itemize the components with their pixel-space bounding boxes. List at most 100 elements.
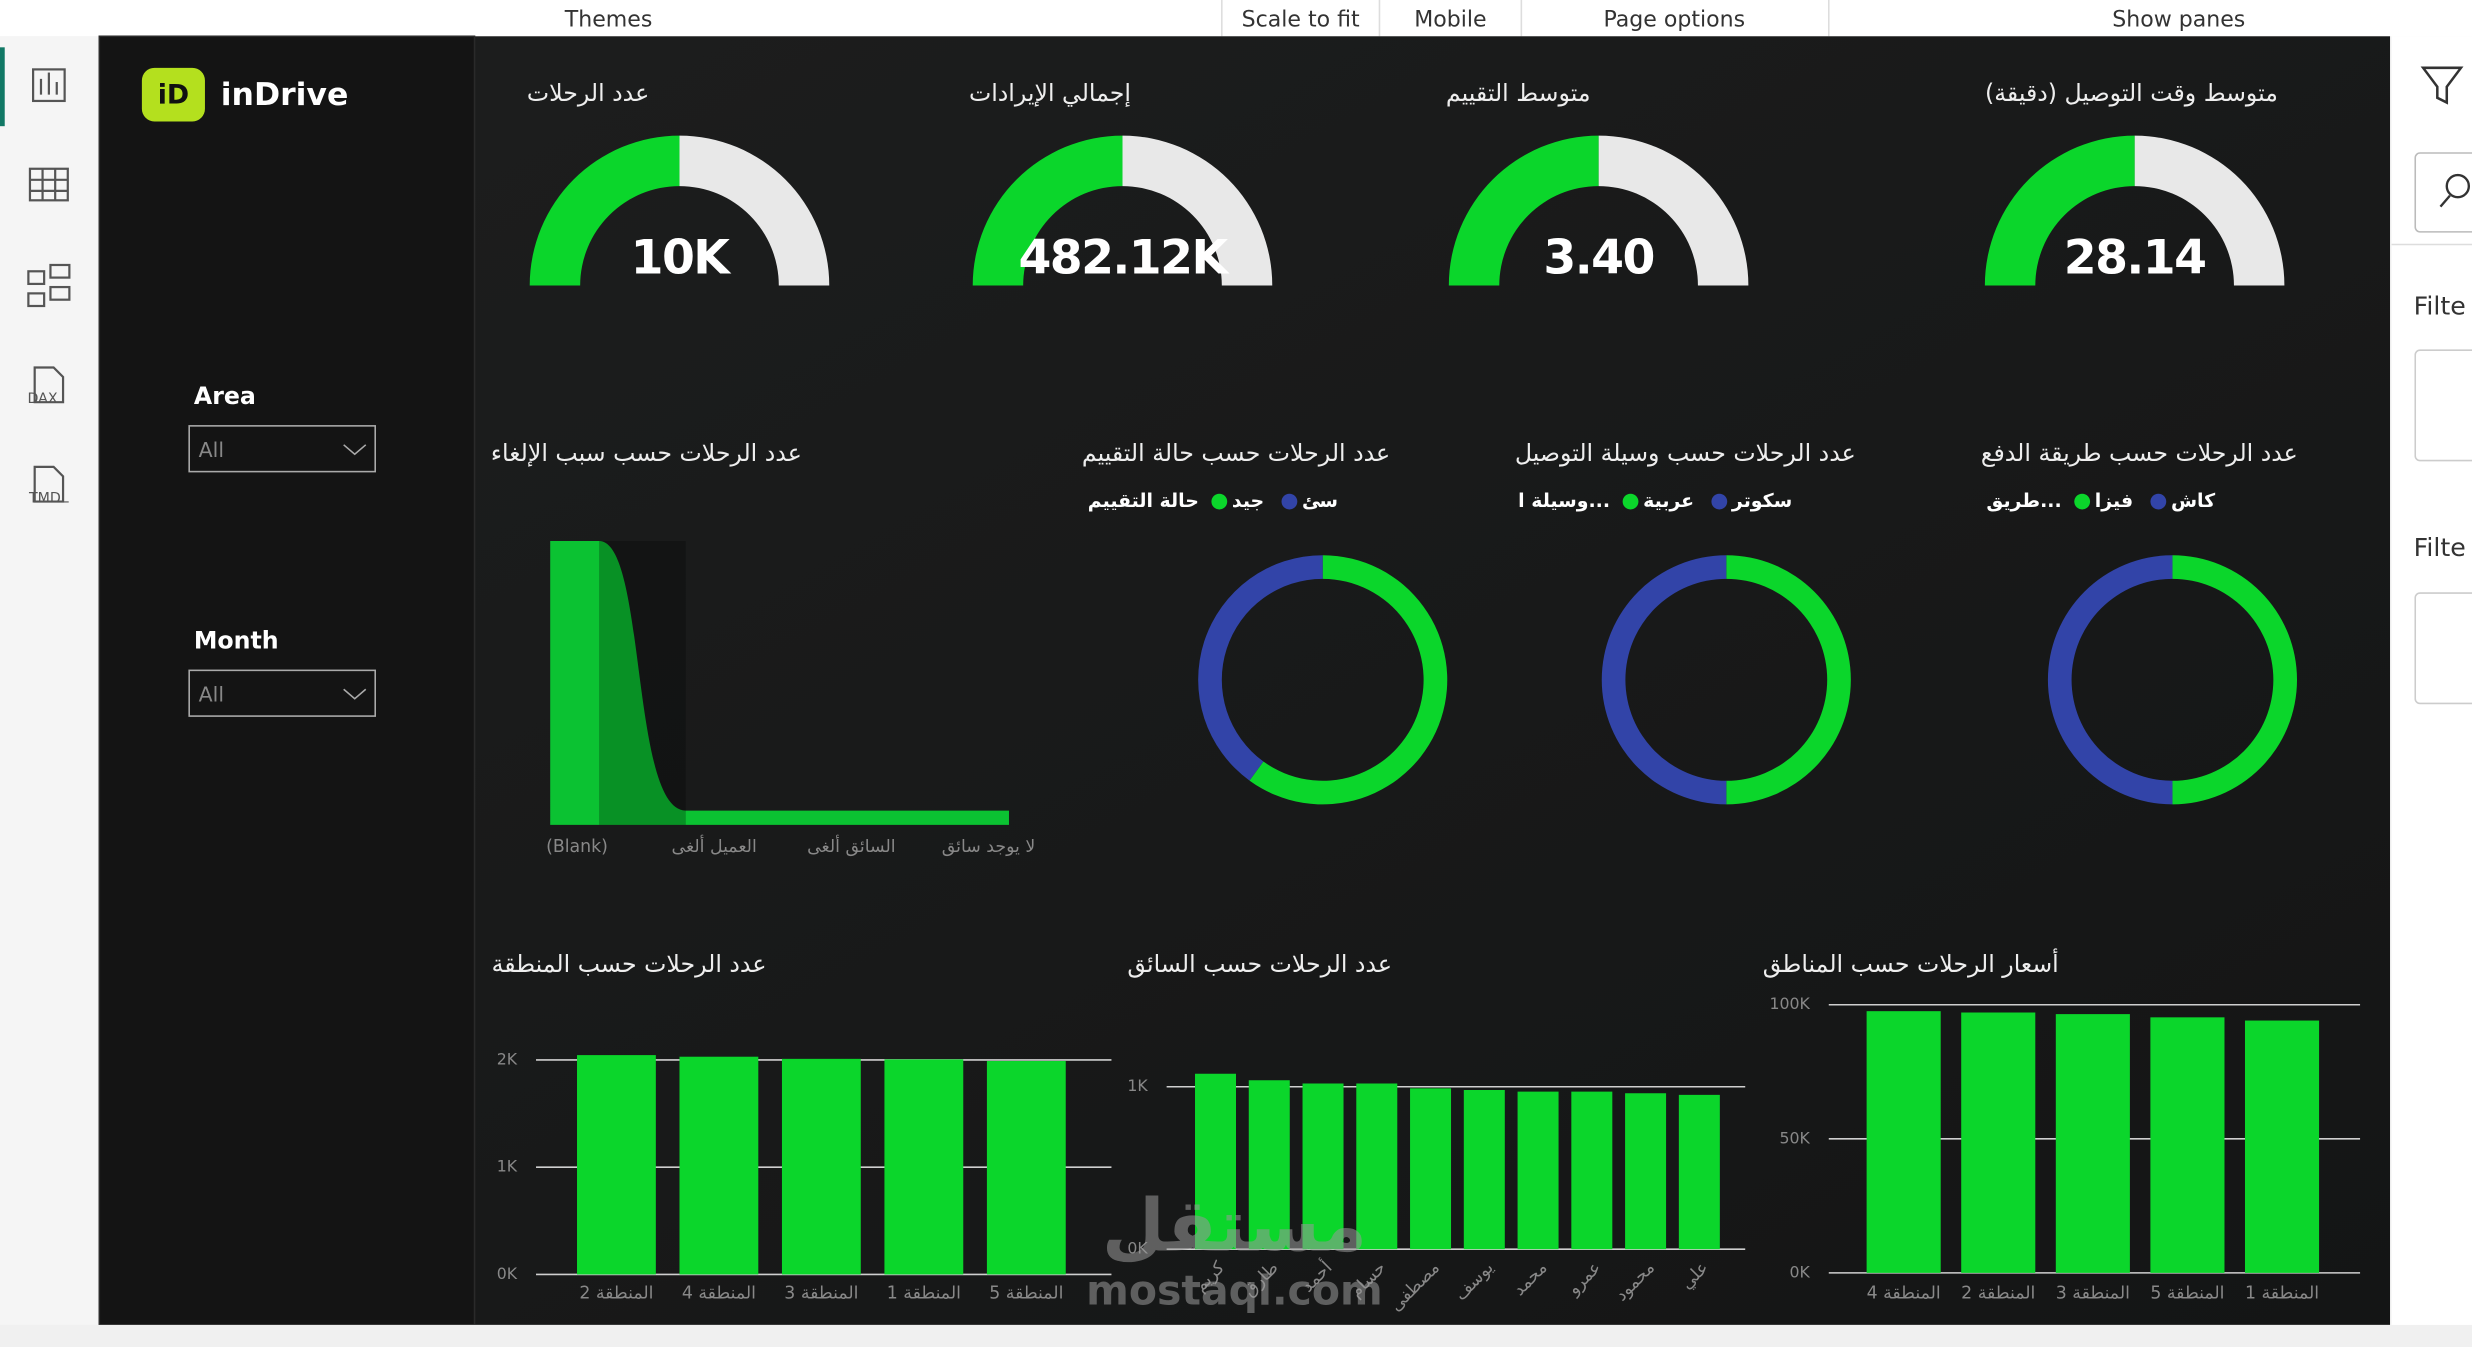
x-tick-label: المنطقة 2 [579,1283,653,1303]
donut-segment [1249,555,1448,805]
bar [2055,1014,2130,1273]
bar [1248,1080,1290,1250]
chart-title: عدد الرحلات حسب المنطقة [492,950,767,978]
y-tick-label: 0K [1127,1239,1148,1258]
x-tick-label: العميل ألغى [672,835,757,857]
bar [577,1055,656,1275]
bar [1302,1083,1344,1250]
slicer-dropdown[interactable] [188,425,377,473]
dax-icon[interactable] [33,366,65,404]
gauge-track [1122,135,1273,286]
gauge-fill [972,135,1123,286]
donut-segment [1198,555,1323,781]
slicer-value: All [199,683,224,707]
x-tick-label: المنطقة 4 [682,1283,756,1303]
area-shade [599,541,686,825]
bar [1356,1083,1398,1250]
slicer-label: Area [194,382,256,410]
legend-swatch [1281,493,1298,510]
legend-label: جيد [1232,490,1264,512]
bar [2244,1020,2320,1273]
dropdown-chevron [343,444,367,456]
chart-title: عدد الرحلات حسب السائق [1127,950,1392,978]
toolbar-item[interactable]: Mobile [1414,8,1486,33]
area [550,541,1009,825]
bar [1410,1088,1452,1250]
search-box[interactable] [2414,152,2472,233]
report-icon[interactable] [32,68,66,103]
legend-title: وسيلة ا... [1518,490,1610,512]
gauge-value: 482.12K [1018,230,1230,285]
bar [1625,1093,1667,1250]
legend-title: طريق... [1986,490,2061,512]
donut-segment [2172,555,2298,805]
gauge-value: 28.14 [2064,230,2206,285]
x-tick-label: المنطقة 4 [1867,1283,1941,1303]
x-tick-label: المنطقة 1 [2245,1283,2319,1303]
toolbar-item[interactable]: Show panes [2112,8,2245,33]
legend-swatch [2150,493,2167,510]
dropdown-chevron [343,688,367,700]
bar [1678,1094,1720,1250]
legend-swatch [1711,493,1728,510]
legend-label: كاش [2171,490,2215,512]
x-tick-label: لا يوجد سائق [942,837,1036,857]
toolbar-item[interactable]: Page options [1603,8,1745,33]
sidebar-label: TMDL [28,490,69,506]
chart-title: عدد الرحلات حسب وسيلة التوصيل [1515,439,1856,467]
x-tick-label: المنطقة 2 [1961,1283,2035,1303]
gauge-title: عدد الرحلات [527,79,649,107]
x-tick-label: (Blank) [546,837,608,857]
pane-label: Filte [2414,292,2466,321]
model-icon[interactable] [27,270,46,286]
bar [679,1056,759,1275]
gauge-title: متوسط وقت التوصيل (دقيقة) [1985,79,2278,107]
y-tick-label: 1K [497,1157,518,1176]
chart-title: أسعار الرحلات حسب المناطق [1763,948,2059,978]
gauge-track [2134,135,2285,286]
legend-label: عربية [1643,490,1694,512]
x-tick-label: السائق ألغى [807,835,895,857]
legend-label: فيزا [2095,490,2133,512]
toolbar-item[interactable]: Scale to fit [1242,8,1360,33]
watermark: مستقل [1102,1184,1367,1268]
gauge-title: متوسط التقييم [1446,79,1591,107]
y-tick-label: 1K [1127,1076,1148,1095]
bar [1517,1091,1559,1250]
x-tick-label: المنطقة 5 [989,1283,1063,1303]
chart-title: عدد الرحلات حسب حالة التقييم [1082,439,1390,467]
slicer-label: Month [194,626,279,654]
table-icon[interactable] [28,167,69,202]
gauge-track [679,135,830,286]
legend-label: سكوتر [1731,490,1792,512]
gauge-fill [529,135,680,286]
donut-segment [1601,555,1727,805]
bar [1571,1091,1613,1250]
bar [2150,1017,2225,1273]
legend-swatch [2074,493,2091,510]
y-tick-label: 100K [1769,994,1810,1013]
slicer-dropdown[interactable] [188,669,377,717]
filter-card[interactable] [2414,592,2472,705]
status-bar [0,1324,2472,1347]
filter-panel [98,35,476,1326]
bar [884,1059,964,1275]
chart-title: عدد الرحلات حسب طريقة الدفع [1981,439,2298,467]
y-tick-label: 2K [497,1049,518,1068]
x-tick-label: المنطقة 1 [887,1283,961,1303]
x-tick-label: المنطقة 5 [2150,1283,2224,1303]
slicer-value: All [199,438,224,462]
tmdl-icon[interactable] [33,465,65,503]
legend-swatch [1622,493,1639,510]
x-tick-label: المنطقة 3 [784,1283,858,1303]
gauge-value: 10K [631,230,733,285]
gauge-fill [1984,135,2135,286]
filter-icon[interactable] [2420,66,2464,105]
sidebar [0,36,98,1347]
donut-segment [2047,555,2173,805]
legend-label: سئ [1302,490,1338,512]
filter-card[interactable] [2414,349,2472,462]
toolbar-item[interactable]: Themes [564,8,653,33]
legend-swatch [1211,493,1228,510]
